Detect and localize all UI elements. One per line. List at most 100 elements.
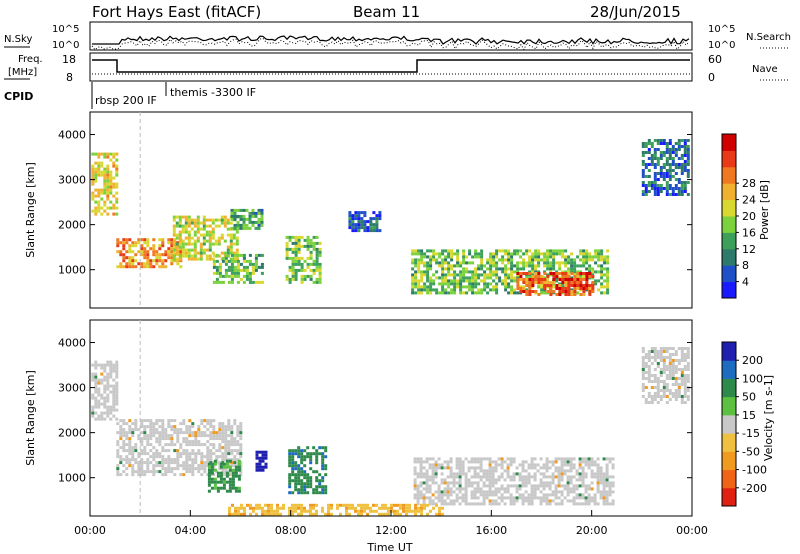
range-cell	[479, 469, 483, 473]
range-cell	[488, 481, 492, 485]
range-cell	[91, 363, 95, 367]
range-cell	[100, 378, 104, 382]
range-cell	[462, 249, 466, 253]
range-cell	[671, 175, 675, 178]
range-cell	[170, 250, 174, 254]
range-cell	[650, 160, 654, 163]
range-cell	[488, 460, 492, 464]
range-cell	[357, 214, 361, 218]
range-cell	[315, 512, 318, 516]
range-cell	[644, 401, 648, 404]
range-cell	[653, 157, 657, 160]
range-cell	[131, 467, 135, 471]
range-cell	[545, 457, 549, 461]
range-cell	[461, 460, 465, 464]
range-cell	[537, 252, 541, 256]
range-cell	[686, 175, 690, 178]
range-cell	[193, 224, 197, 228]
range-cell	[528, 293, 532, 296]
range-cell	[224, 473, 228, 477]
range-cell	[419, 484, 423, 488]
range-cell	[510, 273, 514, 277]
range-cell	[191, 443, 195, 447]
range-cell	[193, 245, 197, 249]
range-cell	[491, 466, 495, 470]
range-cell	[116, 241, 120, 245]
range-cell	[161, 434, 165, 438]
colorbar-swatch	[722, 342, 736, 361]
range-cell	[116, 250, 120, 254]
range-cell	[300, 455, 304, 459]
range-cell	[103, 384, 107, 388]
range-cell	[474, 249, 478, 253]
range-cell	[482, 457, 486, 461]
range-cell	[578, 493, 582, 497]
range-cell	[579, 284, 583, 287]
range-cell	[103, 399, 107, 403]
range-cell	[91, 405, 95, 409]
range-cell	[662, 392, 666, 395]
range-cell	[677, 157, 681, 160]
range-cell	[668, 368, 672, 371]
range-cell	[203, 461, 207, 465]
range-cell	[270, 506, 273, 510]
range-cell	[300, 491, 304, 495]
range-cell	[603, 258, 607, 262]
range-cell	[211, 221, 215, 225]
range-cell	[212, 280, 216, 284]
range-cell	[312, 244, 316, 248]
range-cell	[125, 238, 129, 242]
range-cell	[516, 287, 520, 290]
range-cell	[215, 259, 219, 263]
range-cell	[300, 473, 304, 477]
range-cell	[369, 226, 373, 230]
range-cell	[519, 290, 523, 293]
range-cell	[611, 484, 615, 488]
range-cell	[549, 281, 553, 284]
range-cell	[300, 244, 304, 248]
range-cell	[561, 270, 565, 274]
range-cell	[223, 224, 227, 228]
range-cell	[417, 506, 420, 510]
range-cell	[647, 401, 651, 404]
range-cell	[197, 449, 201, 453]
range-cell	[473, 469, 477, 473]
range-cell	[158, 455, 162, 459]
range-cell	[465, 285, 469, 289]
range-cell	[594, 249, 598, 253]
range-cell	[440, 463, 444, 467]
range-cell	[239, 428, 243, 432]
range-cell	[242, 259, 246, 263]
range-cell	[510, 276, 514, 280]
range-cell	[193, 239, 197, 243]
range-cell	[656, 157, 660, 160]
range-cell	[242, 223, 246, 227]
range-cell	[312, 235, 316, 239]
range-cell	[500, 496, 504, 500]
range-cell	[459, 273, 463, 277]
range-cell	[491, 469, 495, 473]
range-cell	[125, 241, 129, 245]
range-cell	[608, 460, 612, 464]
range-cell	[405, 512, 408, 516]
range-cell	[115, 417, 119, 421]
range-cell	[245, 217, 249, 221]
range-cell	[97, 209, 101, 213]
range-cell	[516, 249, 520, 253]
range-cell	[291, 503, 294, 507]
range-cell	[611, 475, 615, 479]
range-cell	[641, 151, 645, 154]
range-cell	[149, 259, 153, 263]
range-cell	[291, 274, 295, 278]
range-cell	[434, 463, 438, 467]
range-cell	[497, 496, 501, 500]
range-cell	[668, 184, 672, 187]
range-cell	[252, 509, 255, 513]
range-cell	[122, 464, 126, 468]
range-cell	[363, 211, 367, 215]
range-cell	[152, 431, 156, 435]
range-cell	[106, 155, 110, 159]
range-cell	[248, 280, 252, 284]
range-cell	[686, 157, 690, 160]
